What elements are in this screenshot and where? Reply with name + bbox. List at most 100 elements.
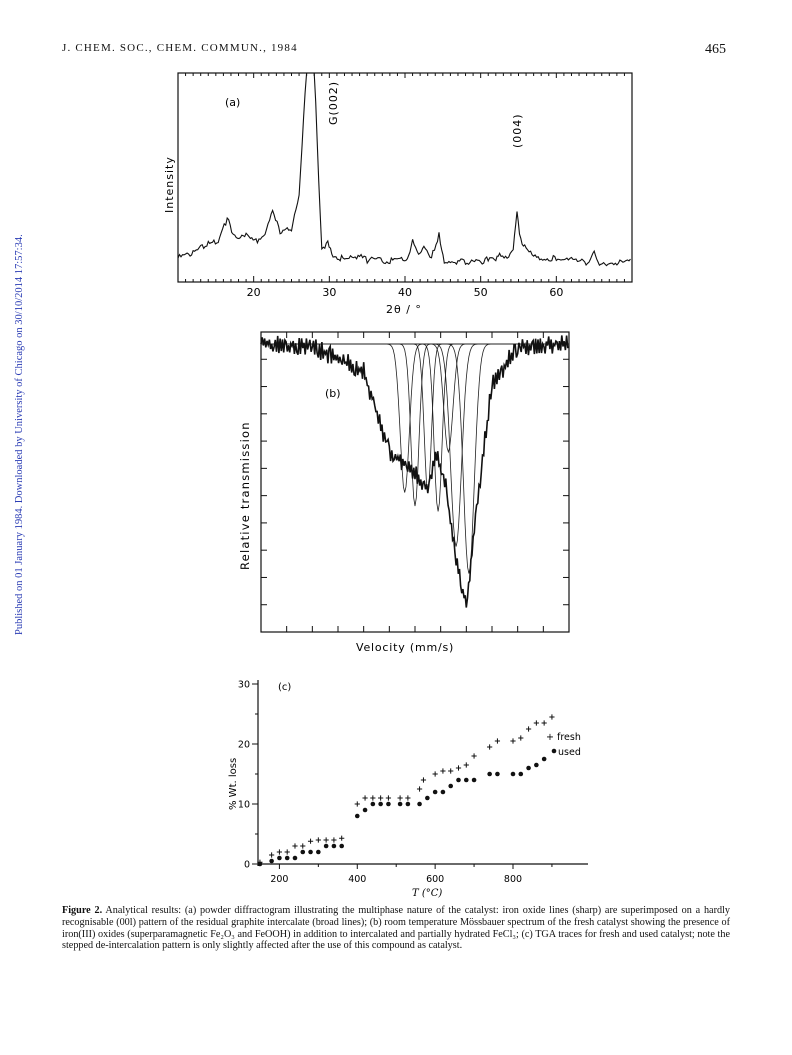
panel-c-xtick-label: 400 bbox=[348, 874, 366, 885]
fresh-point bbox=[354, 801, 360, 807]
fresh-point bbox=[420, 777, 427, 783]
fresh-point bbox=[323, 837, 329, 843]
figure-caption: Figure 2. Analytical results: (a) powder… bbox=[62, 905, 730, 952]
fresh-point bbox=[362, 795, 368, 801]
panel-b: (b) Relative transmission Velocity (mm/s… bbox=[238, 331, 570, 654]
fresh-point bbox=[315, 837, 321, 843]
used-point bbox=[362, 807, 368, 813]
fresh-point bbox=[549, 714, 555, 720]
mossbauer-trace bbox=[260, 335, 569, 608]
panel-b-ticks bbox=[261, 332, 569, 632]
fresh-point bbox=[385, 795, 392, 801]
used-point bbox=[495, 771, 500, 777]
panel-a-xtick-label: 20 bbox=[247, 286, 261, 299]
peak-label-g002: G(002) bbox=[327, 81, 340, 125]
subspectrum-line bbox=[261, 343, 569, 454]
used-point bbox=[284, 855, 290, 861]
panel-c: 0 10 20 30 200 400 600 800 (c) % Wt. loss T (°C… bbox=[228, 680, 588, 899]
fresh-point bbox=[541, 720, 547, 726]
fresh-point bbox=[487, 744, 493, 750]
mossbauer-subspectra bbox=[261, 343, 569, 574]
fresh-point bbox=[284, 849, 290, 855]
panel-c-label: (c) bbox=[278, 682, 291, 693]
subspectrum-line bbox=[261, 343, 569, 547]
used-point bbox=[510, 771, 516, 777]
panel-c-ytick-label: 10 bbox=[238, 800, 250, 811]
peak-label-004: (004) bbox=[511, 113, 524, 148]
panel-c-xtick-label: 600 bbox=[426, 874, 444, 885]
panel-a-xtick-label: 60 bbox=[549, 286, 563, 299]
panel-a-xtick-label: 50 bbox=[474, 286, 488, 299]
subspectrum-line bbox=[261, 343, 569, 493]
panel-b-label: (b) bbox=[325, 387, 341, 400]
used-point bbox=[397, 801, 403, 807]
used-point bbox=[471, 777, 477, 783]
fresh-point bbox=[471, 753, 477, 759]
used-point bbox=[432, 789, 438, 795]
fresh-point bbox=[378, 795, 384, 801]
used-point bbox=[257, 861, 263, 867]
fresh-point bbox=[405, 795, 411, 801]
fresh-point bbox=[525, 726, 532, 732]
used-point bbox=[269, 858, 274, 864]
used-point bbox=[339, 843, 345, 849]
panel-c-ylabel: % Wt. loss bbox=[228, 758, 239, 810]
panel-a-xtick-label: 30 bbox=[322, 286, 336, 299]
panel-b-frame bbox=[260, 331, 570, 633]
used-point bbox=[354, 813, 360, 819]
fresh-point bbox=[292, 843, 298, 849]
fresh-point bbox=[307, 838, 314, 844]
used-point bbox=[487, 771, 492, 777]
used-point bbox=[440, 789, 446, 795]
fresh-point bbox=[455, 765, 462, 771]
used-point bbox=[386, 801, 391, 807]
used-point bbox=[456, 777, 461, 783]
xrd-trace bbox=[177, 72, 631, 267]
used-point bbox=[448, 783, 454, 789]
used-point bbox=[526, 765, 531, 771]
used-point bbox=[370, 801, 376, 807]
fresh-point bbox=[397, 795, 403, 801]
panel-c-ytick-label: 20 bbox=[238, 740, 250, 751]
panel-c-ytick-label: 30 bbox=[238, 680, 250, 691]
running-header-journal: J. CHEM. SOC., CHEM. COMMUN., 1984 bbox=[62, 42, 298, 54]
used-point bbox=[463, 777, 469, 783]
used-point bbox=[518, 771, 524, 777]
used-point bbox=[308, 849, 313, 855]
used-point bbox=[425, 795, 430, 801]
panel-b-xlabel: Velocity (mm/s) bbox=[356, 641, 454, 654]
panel-c-xtick-label: 200 bbox=[270, 874, 288, 885]
panel-c-points bbox=[257, 714, 555, 867]
fresh-point bbox=[276, 849, 283, 855]
panel-c-xlabel: T (°C) bbox=[412, 888, 442, 899]
fresh-point bbox=[518, 735, 524, 741]
fresh-point bbox=[494, 738, 501, 744]
fresh-point bbox=[448, 768, 454, 774]
used-point bbox=[277, 855, 282, 861]
panel-a-ticks bbox=[185, 73, 625, 282]
fresh-point bbox=[269, 852, 275, 858]
subspectrum-line bbox=[261, 343, 569, 574]
panel-b-ylabel: Relative transmission bbox=[238, 421, 252, 570]
panel-a-frame bbox=[177, 72, 633, 283]
caption-label: Figure 2. bbox=[62, 905, 103, 916]
page-number: 465 bbox=[705, 42, 726, 57]
fresh-point bbox=[533, 720, 539, 726]
panel-a: (a) Intensity G(002) (004) 20 30 40 50 60 2θ… bbox=[163, 72, 633, 316]
fresh-point bbox=[416, 786, 423, 792]
fresh-point bbox=[440, 768, 446, 774]
legend-fresh: + fresh bbox=[546, 732, 581, 743]
panel-a-xlabel: 2θ / ° bbox=[386, 303, 422, 316]
caption-text: Analytical results: (a) powder diffracto… bbox=[62, 905, 730, 952]
panel-a-xtick-labels: 20 30 40 50 60 bbox=[247, 286, 564, 299]
subspectrum-line bbox=[261, 343, 569, 507]
legend-used-marker bbox=[551, 748, 557, 754]
panel-a-xtick-label: 40 bbox=[398, 286, 412, 299]
fresh-point bbox=[432, 771, 438, 777]
used-point bbox=[331, 843, 337, 849]
subspectrum-line bbox=[261, 343, 569, 512]
panel-c-ticks: 0 10 20 30 200 400 600 800 bbox=[238, 680, 553, 885]
fresh-point bbox=[370, 795, 376, 801]
used-point bbox=[292, 855, 298, 861]
